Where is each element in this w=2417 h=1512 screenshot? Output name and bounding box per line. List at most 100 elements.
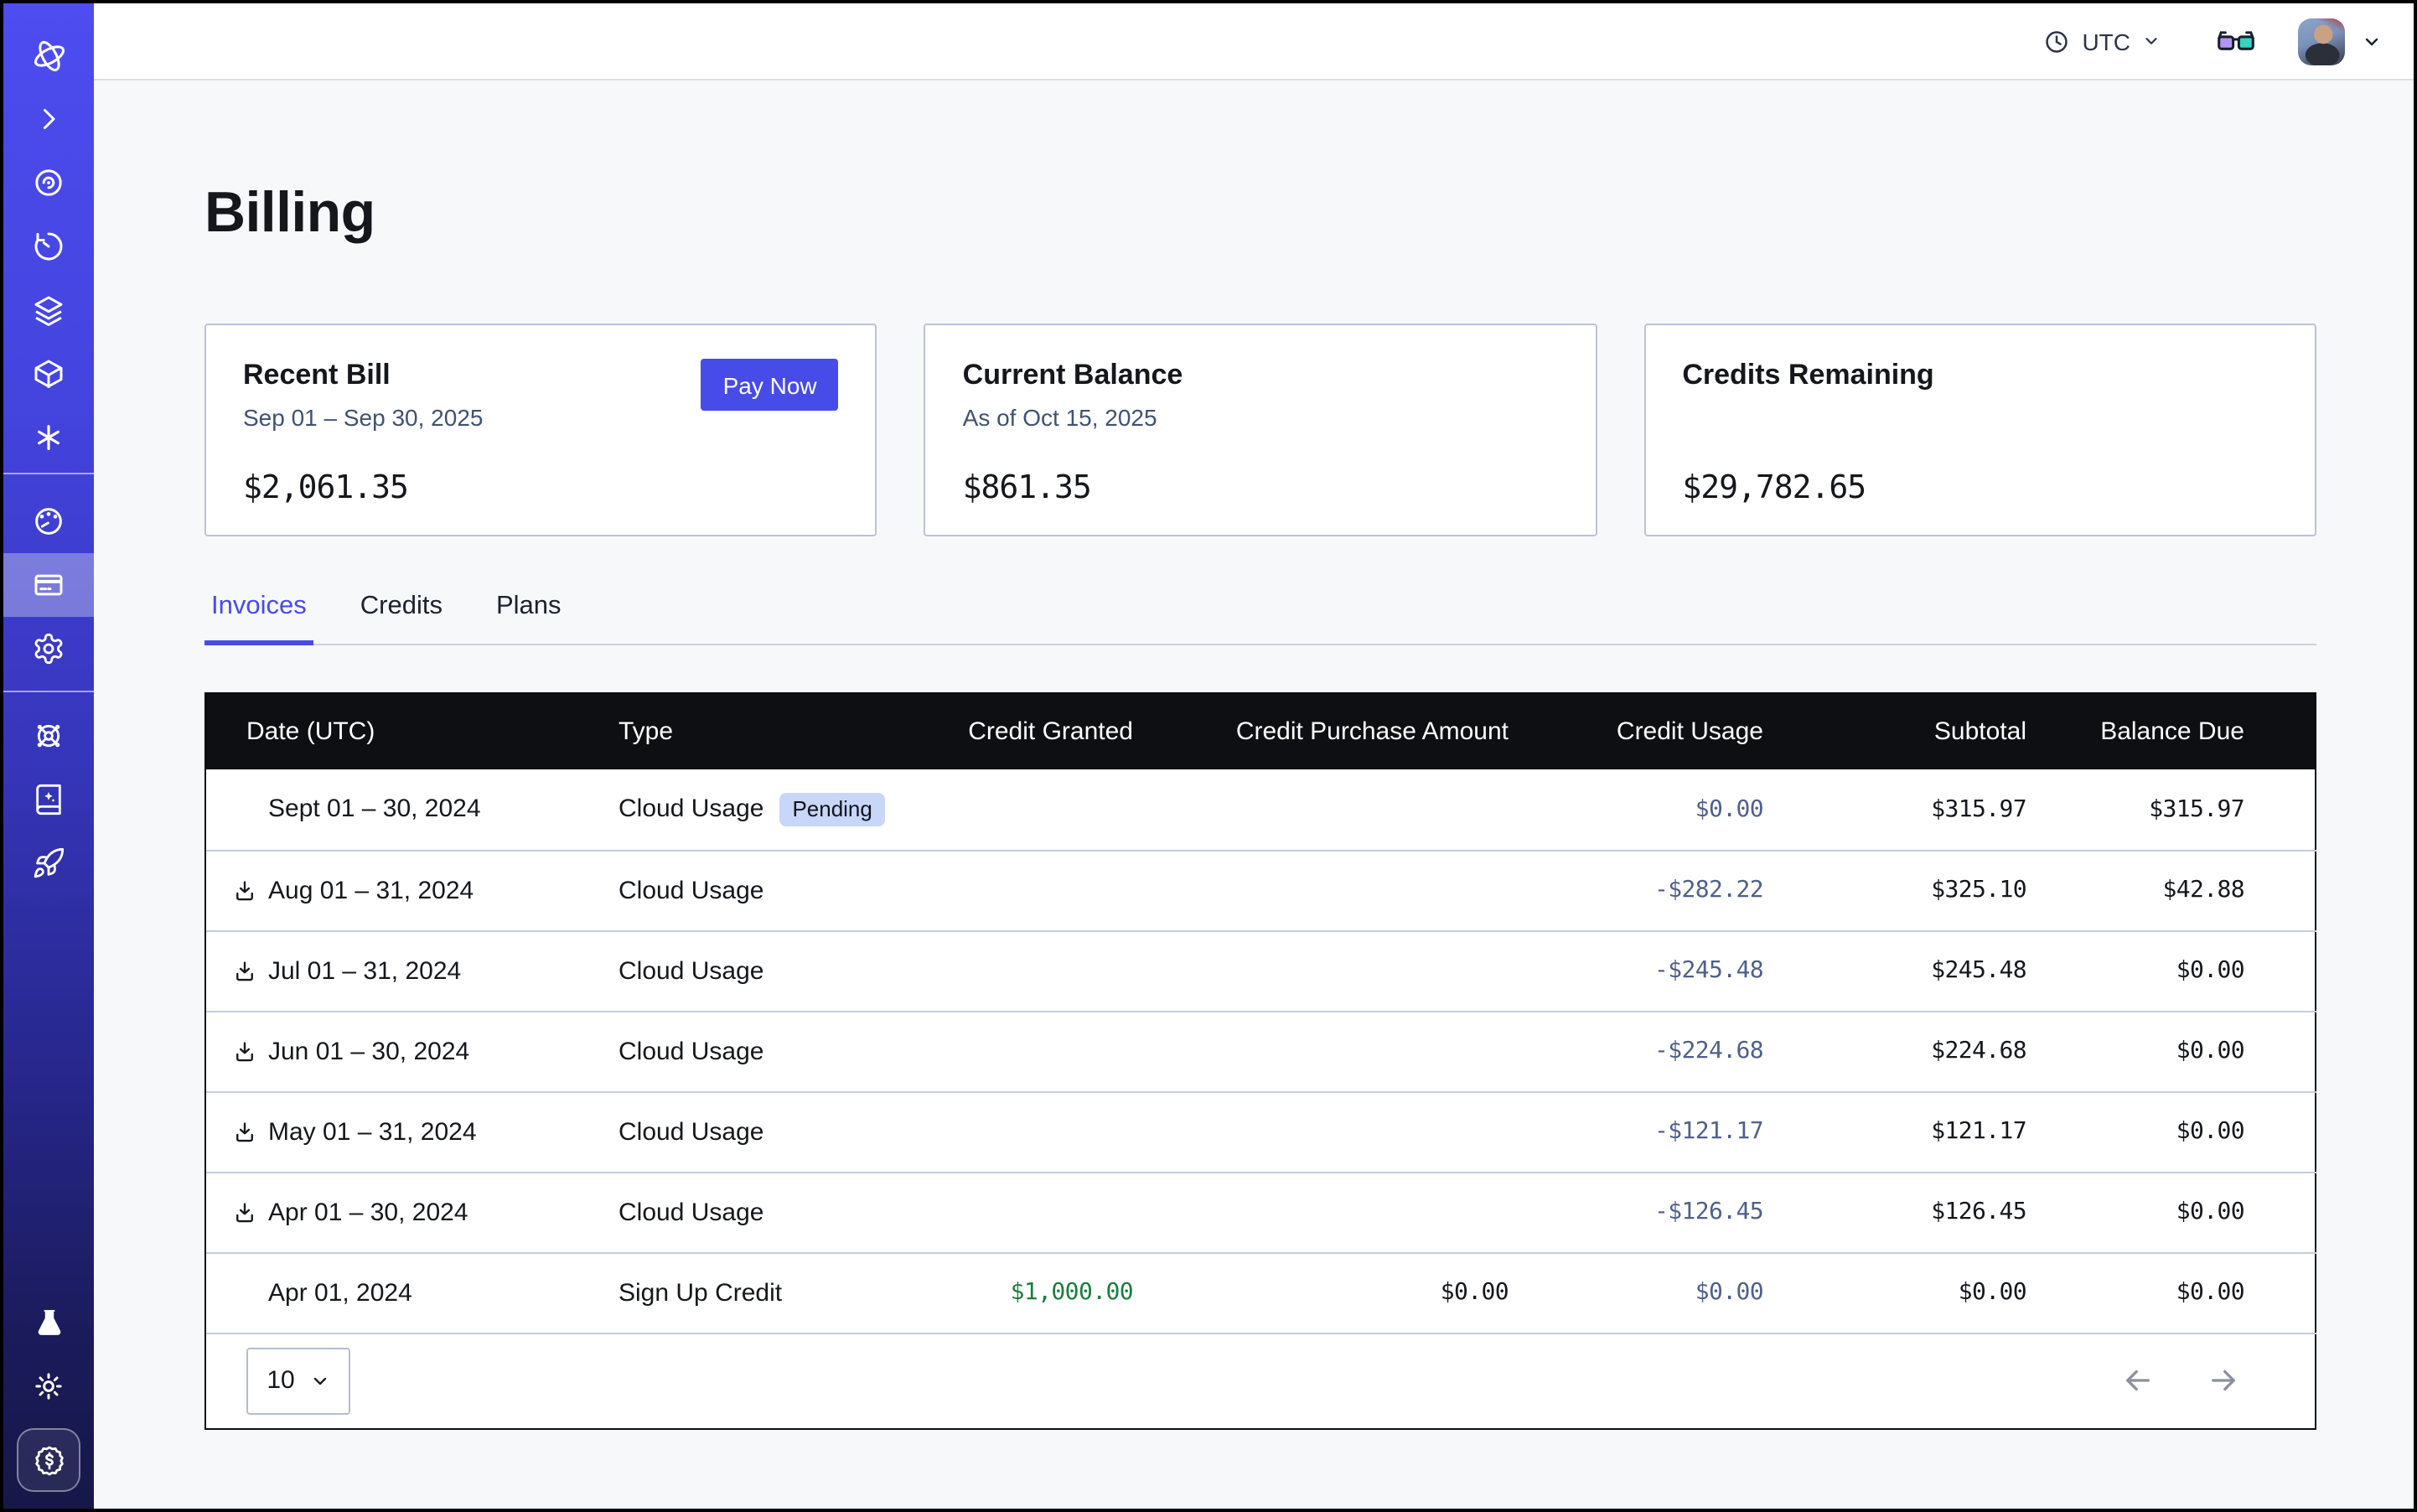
column-header: Date (UTC) [206,694,617,769]
sun-icon [35,1373,62,1400]
invoice-type: Cloud Usage [618,956,764,985]
date-cell: Apr 01 – 30, 2024 [206,1172,617,1253]
type-cell: Sign Up Credit [617,1252,935,1333]
recent-bill-card: Recent Bill Sep 01 – Sep 30, 2025 $2,061… [204,324,877,536]
credit-granted-value [935,930,1135,1012]
sidebar-item-billing[interactable] [3,553,94,617]
credit-usage-value: -$224.68 [1510,1011,1765,1092]
credit-purchase-amount-value [1135,769,1510,851]
credit-usage-value: $0.00 [1510,1252,1765,1333]
status-badge: Pending [779,792,886,826]
subtotal-value: $245.48 [1765,930,2028,1012]
table-row: Jul 01 – 31, 2024 Cloud Usage -$245.48 $… [206,930,2316,1012]
date-cell: May 01 – 31, 2024 [206,1091,617,1173]
clock-icon [2046,30,2068,52]
invoice-table-body: Sept 01 – 30, 2024 Cloud Usage Pending $… [206,769,2316,1333]
tab-invoices[interactable]: Invoices [204,592,313,645]
download-invoice-icon[interactable] [233,1199,256,1225]
history-timer-icon[interactable] [3,215,94,278]
subtotal-value: $0.00 [1765,1252,2028,1333]
page-title: Billing [204,181,375,245]
credit-card-icon [34,574,63,596]
collapse-chevron-right-icon[interactable] [3,87,94,151]
sidebar-item-theme[interactable] [3,1354,94,1418]
sidebar-item-getting-started[interactable] [3,831,94,895]
subtotal-value: $224.68 [1765,1011,2028,1092]
sidebar-item-settings[interactable] [3,617,94,681]
credit-usage-value: -$282.22 [1510,850,1765,931]
invoice-date: Jul 01 – 31, 2024 [268,956,462,985]
current-balance-card: Current Balance As of Oct 15, 2025 $861.… [924,324,1597,536]
sidebar-item-docs[interactable] [3,768,94,831]
download-invoice-icon[interactable] [233,1038,256,1064]
cube-icon[interactable] [3,342,94,406]
card-title: Recent Bill [243,359,391,391]
type-cell: Cloud Usage [617,1172,935,1253]
invoice-date: May 01 – 31, 2024 [268,1117,477,1146]
credit-granted-value [935,1091,1135,1173]
card-amount: $861.35 [962,469,1092,506]
invoice-date: Apr 01 – 30, 2024 [268,1198,468,1226]
rocket-icon [34,847,65,878]
table-footer: 10 [206,1333,2315,1427]
date-cell: Sept 01 – 30, 2024 [206,769,617,851]
account-menu-button[interactable] [2362,31,2382,51]
invoice-type: Cloud Usage [618,795,764,824]
credit-purchase-amount-value: $0.00 [1135,1252,1510,1333]
tab-credits[interactable]: Credits [360,592,443,620]
type-cell: Cloud Usage [617,1091,935,1173]
table-row: Jun 01 – 30, 2024 Cloud Usage -$224.68 $… [206,1011,2316,1092]
download-invoice-icon[interactable] [233,958,256,983]
credit-granted-value [935,1011,1135,1092]
invoice-type: Cloud Usage [618,1037,764,1065]
table-row: Aug 01 – 31, 2024 Cloud Usage -$282.22 $… [206,850,2316,931]
logo-icon[interactable] [3,23,94,87]
layers-icon[interactable] [3,278,94,342]
subtotal-value: $325.10 [1765,850,2028,931]
timezone-label: UTC [2082,28,2130,54]
column-header: Balance Due [2028,694,2316,769]
invoice-type: Cloud Usage [618,1198,764,1226]
balance-due-value: $0.00 [2028,930,2316,1012]
timezone-selector[interactable]: UTC [2043,28,2161,54]
topbar: UTC [94,3,2414,80]
table-row: Sept 01 – 30, 2024 Cloud Usage Pending $… [206,769,2316,851]
card-subtitle [1682,404,2278,406]
summary-cards: Recent Bill Sep 01 – Sep 30, 2025 $2,061… [204,324,2316,536]
pay-now-button[interactable]: Pay Now [701,359,839,411]
next-page-button[interactable] [2206,1363,2241,1398]
sidebar-item-labs[interactable] [3,1291,94,1354]
column-header: Type [617,694,935,769]
reader-mode-button[interactable] [2218,28,2254,54]
asterisk-icon[interactable] [3,406,94,469]
glasses-icon [2218,31,2254,50]
column-header: Credit Usage [1510,694,1765,769]
page-size-select[interactable]: 10 [246,1347,350,1414]
column-header: Credit Purchase Amount [1135,694,1510,769]
credit-granted-value: $1,000.00 [935,1252,1135,1333]
type-cell: Cloud Usage Pending [617,769,935,851]
sidebar-item-credits-offer[interactable] [17,1428,80,1492]
tab-plans[interactable]: Plans [495,592,562,620]
previous-page-button[interactable] [2120,1363,2156,1398]
flask-icon [37,1309,60,1334]
credit-granted-value [935,1172,1135,1253]
dollar-seal-icon [34,1445,63,1475]
sidebar-item-usage[interactable] [3,489,94,553]
download-invoice-icon[interactable] [233,1119,256,1144]
credits-remaining-card: Credits Remaining $29,782.65 [1643,324,2316,536]
card-subtitle: Sep 01 – Sep 30, 2025 [243,404,484,431]
date-cell: Jun 01 – 30, 2024 [206,1011,617,1092]
sidebar-item-support[interactable] [3,704,94,768]
gear-icon [34,633,63,665]
card-subtitle: As of Oct 15, 2025 [962,404,1157,431]
table-row: Apr 01, 2024 Sign Up Credit $1,000.00 $0… [206,1252,2316,1333]
type-cell: Cloud Usage [617,850,935,931]
table-row: Apr 01 – 30, 2024 Cloud Usage -$126.45 $… [206,1172,2316,1253]
table-header: Date (UTC) Type Credit Granted Credit Purch… [206,694,2316,769]
download-invoice-icon[interactable] [233,878,256,903]
eye-spiral-icon[interactable] [3,151,94,215]
billing-tabs: Invoices Credits Plans [204,592,2316,645]
user-avatar[interactable] [2298,18,2345,65]
